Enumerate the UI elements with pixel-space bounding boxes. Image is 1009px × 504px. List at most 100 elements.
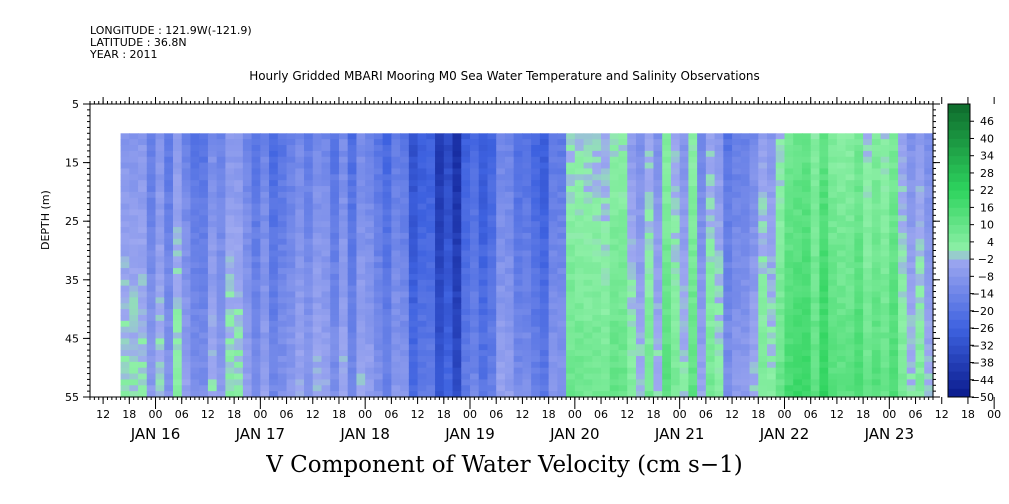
heatmap-cell	[356, 361, 366, 369]
heatmap-cell	[155, 385, 165, 392]
heatmap-cell	[635, 367, 646, 375]
heatmap-cell	[767, 285, 777, 293]
heatmap-cell	[391, 309, 401, 316]
heatmap-cell	[269, 215, 279, 222]
heatmap-cell	[880, 303, 890, 310]
colorbar-tick-label: −20	[971, 305, 994, 318]
heatmap-cell	[679, 232, 689, 240]
heatmap-cell	[452, 209, 462, 216]
heatmap-cell	[478, 326, 489, 334]
heatmap-cell	[714, 250, 724, 257]
heatmap-cell	[775, 350, 786, 357]
heatmap-cell	[417, 133, 427, 140]
heatmap-cell	[557, 297, 567, 304]
heatmap-cell	[478, 203, 489, 211]
heatmap-cell	[828, 338, 838, 345]
heatmap-cell	[461, 379, 471, 386]
heatmap-cell	[400, 367, 410, 375]
heatmap-cell	[461, 174, 471, 181]
heatmap-cell	[504, 203, 515, 211]
heatmap-cell	[819, 174, 829, 181]
heatmap-cell	[373, 197, 384, 205]
heatmap-cell	[732, 379, 742, 386]
heatmap-cell	[574, 186, 585, 193]
heatmap-cell	[601, 367, 611, 375]
heatmap-cell	[775, 303, 786, 310]
heatmap-cell	[443, 156, 454, 164]
heatmap-cell	[470, 256, 480, 263]
heatmap-cell	[513, 297, 524, 304]
heatmap-cell	[207, 385, 218, 392]
heatmap-cell	[199, 320, 209, 328]
heatmap-cell	[915, 174, 925, 181]
heatmap-cell	[915, 338, 925, 345]
heatmap-cell	[408, 227, 419, 234]
heatmap-cell	[277, 238, 288, 246]
heatmap-cell	[871, 320, 882, 328]
heatmap-cell	[443, 221, 454, 228]
heatmap-cell	[740, 203, 751, 211]
heatmap-cell	[653, 332, 663, 339]
heatmap-cell	[601, 203, 611, 211]
heatmap-cell	[408, 355, 419, 363]
heatmap-cell	[129, 203, 139, 211]
heatmap-cell	[758, 350, 768, 357]
heatmap-cell	[391, 227, 401, 234]
heatmap-cell	[242, 186, 253, 193]
heatmap-cell	[400, 238, 410, 246]
heatmap-cell	[496, 314, 506, 322]
heatmap-cell	[889, 197, 899, 205]
heatmap-cell	[146, 297, 157, 304]
heatmap-cell	[513, 303, 524, 310]
heatmap-cell	[784, 344, 794, 351]
heatmap-cell	[880, 186, 890, 193]
heatmap-cell	[417, 391, 427, 398]
heatmap-cell	[635, 133, 646, 140]
heatmap-cell	[627, 314, 637, 322]
heatmap-cell	[138, 174, 148, 181]
heatmap-cell	[330, 367, 340, 375]
heatmap-cell	[889, 385, 899, 392]
heatmap-cell	[784, 314, 794, 322]
heatmap-cell	[845, 203, 855, 211]
heatmap-cell	[583, 385, 593, 392]
heatmap-cell	[845, 285, 855, 293]
heatmap-cell	[304, 385, 314, 392]
heatmap-cell	[164, 309, 174, 316]
heatmap-cell	[889, 256, 899, 263]
heatmap-cell	[801, 332, 812, 339]
heatmap-cell	[138, 373, 148, 381]
heatmap-cell	[845, 320, 855, 328]
heatmap-cell	[898, 268, 908, 275]
heatmap-cell	[181, 256, 192, 263]
heatmap-cell	[295, 150, 305, 158]
heatmap-cell	[871, 373, 882, 381]
heatmap-cell	[234, 250, 244, 257]
heatmap-cell	[697, 268, 707, 275]
heatmap-cell	[609, 156, 620, 164]
heatmap-cell	[705, 326, 716, 334]
heatmap-cell	[793, 180, 803, 187]
colorbar-band	[948, 104, 970, 114]
heatmap-cell	[365, 303, 375, 310]
heatmap-cell	[260, 150, 270, 158]
heatmap-cell	[443, 203, 454, 211]
heatmap-cell	[810, 244, 821, 252]
heatmap-cell	[566, 244, 576, 252]
heatmap-cell	[662, 145, 672, 152]
heatmap-cell	[295, 180, 305, 187]
heatmap-cell	[723, 391, 733, 398]
heatmap-cell	[845, 180, 855, 187]
heatmap-cell	[801, 180, 812, 187]
heatmap-cell	[906, 156, 917, 164]
heatmap-cell	[391, 355, 401, 363]
heatmap-cell	[452, 256, 462, 263]
heatmap-cell	[705, 215, 716, 222]
heatmap-cell	[740, 215, 751, 222]
heatmap-cell	[793, 197, 803, 205]
heatmap-cell	[889, 268, 899, 275]
heatmap-cell	[513, 133, 524, 140]
heatmap-cell	[828, 215, 838, 222]
heatmap-cell	[225, 133, 235, 140]
heatmap-cell	[216, 244, 227, 252]
